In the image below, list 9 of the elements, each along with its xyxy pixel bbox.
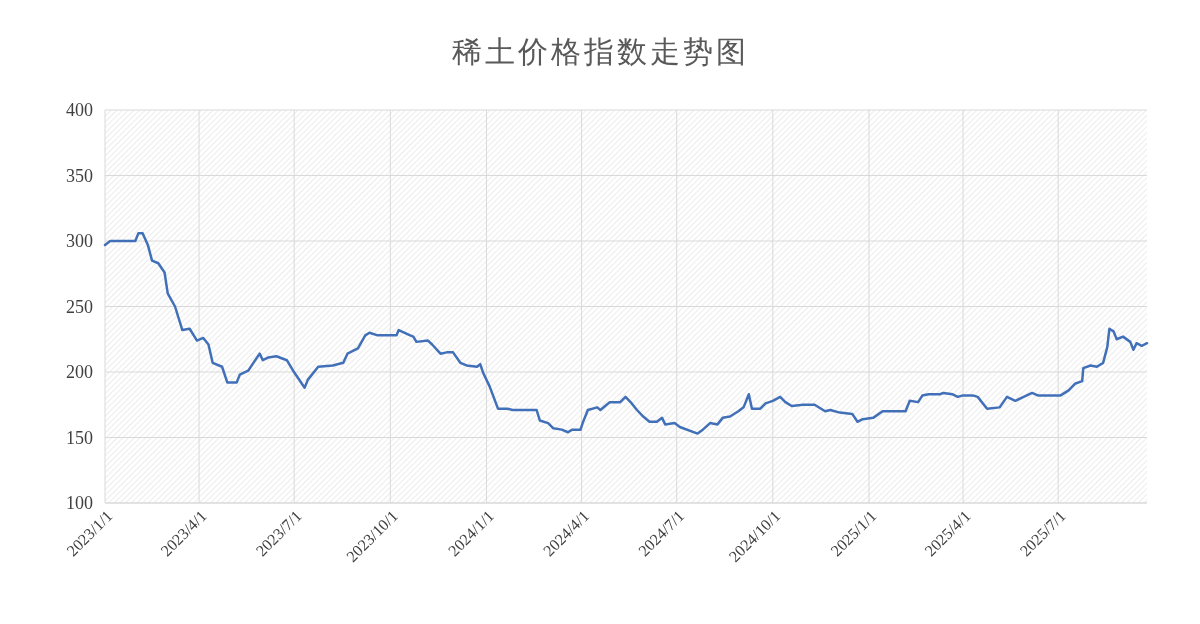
line-series bbox=[103, 231, 1149, 435]
y-tick-label: 150 bbox=[66, 427, 93, 448]
y-tick-label: 300 bbox=[66, 231, 93, 251]
y-tick-label: 100 bbox=[66, 493, 93, 513]
y-tick-label: 200 bbox=[66, 362, 93, 382]
y-tick-label: 350 bbox=[66, 165, 93, 186]
y-tick-label: 400 bbox=[66, 100, 93, 120]
y-tick-label: 250 bbox=[66, 296, 93, 317]
chart-title: 稀土价格指数走势图 bbox=[451, 35, 749, 68]
